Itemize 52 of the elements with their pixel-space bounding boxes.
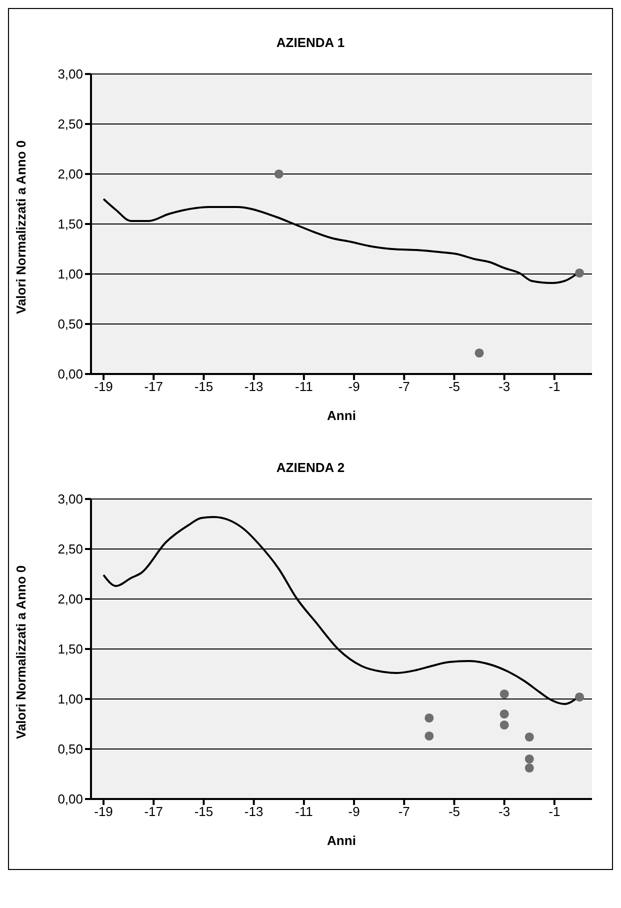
y-tick-label: 3,00 [58,66,83,82]
x-tick-label: -15 [194,379,214,394]
y-tick-label: 1,00 [58,692,83,707]
point [474,348,484,358]
point [524,763,534,773]
y-tick-label: 0,50 [58,316,83,332]
y-tick-label: 1,50 [58,642,83,657]
y-axis-title: Valori Normalizzati a Anno 0 [14,140,29,314]
x-tick-label: -17 [144,379,164,394]
point [424,713,434,723]
x-tick-label: -13 [244,804,264,820]
x-tick-label: -3 [498,379,510,394]
y-tick-label: 2,50 [58,116,83,132]
x-tick-label: -5 [448,379,460,394]
x-tick-label: -17 [144,804,164,820]
y-tick-label: 3,00 [58,492,83,507]
point [500,709,509,719]
point [500,689,509,699]
x-tick-label: -19 [94,379,113,394]
x-tick-label: -19 [94,804,113,820]
point [524,754,534,764]
point [574,692,584,702]
y-tick-label: 0,50 [58,742,83,757]
x-tick-label: -7 [398,804,410,820]
x-tick-label: -13 [244,379,264,394]
y-tick-label: 1,50 [58,216,83,232]
x-tick-label: -11 [295,804,313,820]
x-tick-label: -11 [295,379,313,394]
x-tick-label: -1 [548,379,560,394]
point [424,731,434,741]
x-tick-label: -5 [448,804,460,820]
point [274,169,284,179]
y-tick-label: 0,00 [58,792,83,807]
point [524,732,534,742]
chart-title: AZIENDA 2 [275,459,346,477]
x-tick-label: -1 [548,804,560,820]
point [574,268,584,278]
y-tick-label: 1,00 [58,266,83,282]
y-tick-label: 2,00 [58,166,83,182]
y-tick-label: 2,50 [58,542,83,557]
x-axis-title: Anni [327,833,356,848]
x-tick-label: -9 [348,804,360,820]
chart-title: AZIENDA 1 [275,34,346,52]
point [500,720,509,730]
y-tick-label: 2,00 [58,592,83,607]
x-tick-label: -9 [348,379,360,394]
x-tick-label: -3 [498,804,510,820]
y-tick-label: 0,00 [58,366,83,382]
x-axis-title: Anni [327,408,356,423]
x-tick-label: -15 [194,804,214,820]
y-axis-title: Valori Normalizzati a Anno 0 [14,565,29,739]
x-tick-label: -7 [398,379,410,394]
